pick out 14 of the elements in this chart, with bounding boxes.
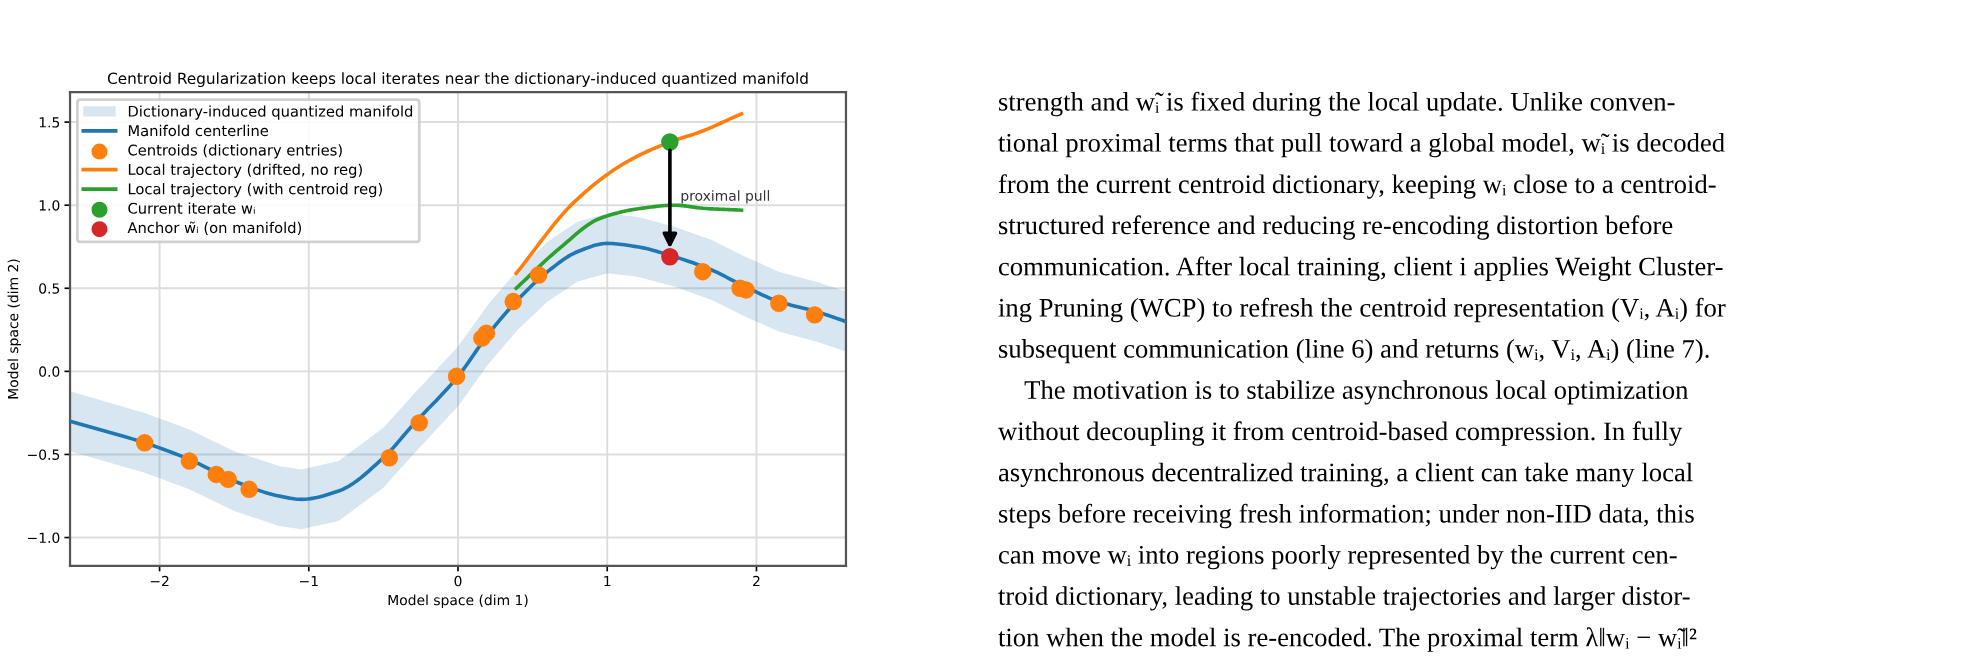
text: structured reference and reducing re-encoding distortion before xyxy=(999,215,1673,240)
text: strength and w̃ᵢ is fixed during the local update. Unlike conven- xyxy=(999,91,1675,117)
text: communication. After local training, client i applies Weight Cluster- xyxy=(998,256,1723,282)
text: tion when the model is re-encoded. The proximal term λ‖wᵢ − w̃ᵢ‖² xyxy=(998,627,1697,652)
text: troid dictionary, leading to unstable trajectories and larger distor- xyxy=(998,586,1690,611)
text: without decoupling it from centroid-based compression. In fully xyxy=(997,421,1683,446)
text: steps before receiving fresh information; under non-IID data, this xyxy=(999,503,1694,529)
text: subsequent communication (line 6) and returns (wᵢ, Vᵢ, Aᵢ) (line 7). xyxy=(999,339,1709,364)
text: from the current centroid dictionary, keeping wᵢ close to a centroid- xyxy=(998,174,1716,199)
text: The motivation is to stabilize asynchronous local optimization xyxy=(1024,380,1689,405)
text: ing Pruning (WCP) to refresh the centroid representation (Vᵢ, Aᵢ) for xyxy=(998,297,1726,323)
text: tional proximal terms that pull toward a global model, w̃ᵢ is decoded xyxy=(998,133,1725,158)
text: asynchronous decentralized training, a client can take many local xyxy=(998,462,1693,487)
text: can move wᵢ into regions poorly represented by the current cen- xyxy=(998,545,1677,570)
